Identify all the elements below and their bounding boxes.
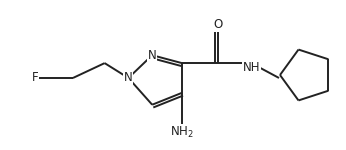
Text: NH: NH	[243, 61, 260, 74]
Text: F: F	[32, 71, 39, 84]
Text: O: O	[213, 18, 222, 31]
Text: N: N	[148, 49, 157, 62]
Text: N: N	[124, 71, 133, 84]
Text: NH$_2$: NH$_2$	[170, 125, 194, 140]
